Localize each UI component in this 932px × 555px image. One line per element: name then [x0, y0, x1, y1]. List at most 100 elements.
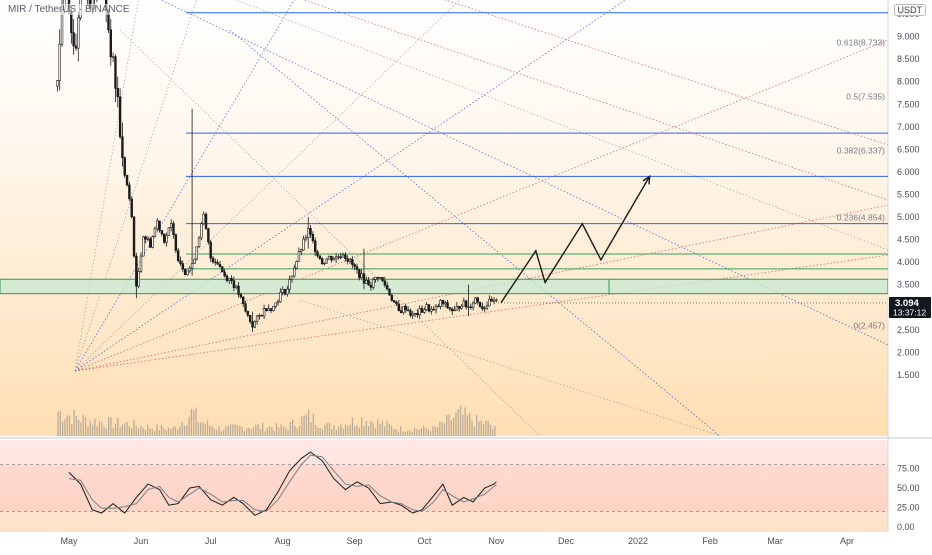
volume-bar	[250, 429, 252, 436]
volume-bar	[80, 422, 82, 436]
candle-body	[430, 308, 433, 312]
candle-body	[488, 298, 491, 307]
candle-body	[355, 266, 359, 270]
volume-bar	[319, 427, 321, 436]
volume-bar	[452, 417, 455, 436]
volume-bar	[423, 425, 425, 436]
price-tick-label: 2.500	[897, 325, 920, 335]
candle-body	[304, 237, 308, 240]
volume-bar	[236, 425, 239, 436]
candle-body	[390, 294, 394, 301]
volume-bar	[149, 428, 151, 436]
bar-countdown: 13:37:12	[893, 307, 926, 317]
fib-level-label: 0(2.457)	[853, 321, 885, 331]
volume-bar	[119, 427, 121, 436]
candle-body	[158, 220, 161, 231]
volume-bar	[413, 428, 416, 436]
volume-bar	[71, 424, 73, 436]
volume-bar	[310, 422, 312, 436]
candle-body	[58, 43, 61, 82]
candle-body	[288, 279, 291, 290]
fan-line	[444, 0, 888, 146]
volume-bar	[436, 426, 439, 436]
time-tick-label: Oct	[417, 536, 432, 546]
volume-bar	[98, 421, 101, 436]
volume-bar	[252, 427, 255, 436]
candle-body	[327, 255, 331, 260]
volume-bar	[381, 421, 383, 436]
volume-bar	[487, 420, 489, 436]
time-tick-label: May	[60, 536, 78, 546]
volume-bar	[475, 414, 478, 436]
candle-body	[295, 261, 298, 269]
volume-bar	[213, 428, 216, 436]
candle-body	[232, 280, 236, 288]
candle-body	[149, 238, 152, 248]
time-tick-label: Feb	[702, 536, 718, 546]
stochastic-oscillator	[0, 451, 888, 516]
candle-body	[334, 256, 338, 260]
fan-line	[74, 39, 888, 372]
candle-body	[346, 258, 349, 262]
candle-body	[165, 235, 168, 243]
forecast-arrowhead	[642, 175, 651, 185]
volume-bar	[241, 426, 243, 436]
main-pane-background	[0, 0, 888, 436]
volume-bar	[211, 426, 213, 436]
volume-bar	[314, 425, 317, 436]
volume-bar	[156, 424, 158, 436]
candle-body	[176, 250, 180, 262]
volume-bar	[262, 422, 264, 436]
volume-bar	[229, 424, 232, 436]
candle-body	[392, 300, 396, 303]
candle-body	[365, 280, 368, 284]
candle-body	[425, 304, 428, 311]
volume-bar	[78, 419, 80, 436]
volume-bar	[271, 427, 273, 436]
volume-bar	[446, 415, 448, 436]
volume-bar	[190, 408, 193, 436]
candle-body	[420, 308, 424, 313]
volume-bar	[494, 426, 496, 436]
volume-bar	[335, 429, 337, 436]
volume-bar	[354, 426, 356, 436]
volume-bar	[372, 422, 374, 436]
time-tick-label: Jun	[134, 536, 149, 546]
volume-bar	[285, 427, 287, 436]
volume-bar	[227, 425, 229, 436]
volume-bar	[114, 423, 117, 436]
time-tick-label: 2022	[628, 536, 648, 546]
volume-bar	[331, 429, 333, 436]
candle-body	[369, 284, 373, 288]
candle-body	[218, 263, 222, 268]
candle-body	[332, 258, 335, 261]
candle-body	[455, 306, 459, 311]
volume-bar	[167, 427, 170, 436]
volume-bar	[137, 428, 140, 436]
price-tick-label: 1.500	[897, 370, 920, 380]
candle-body	[469, 306, 473, 308]
volume-bar	[264, 431, 266, 436]
fib-level-label: 0.236(4.854)	[837, 213, 885, 223]
candle-body	[72, 32, 75, 47]
candle-body	[325, 258, 329, 264]
volume-bar	[400, 426, 402, 436]
volume-bar	[340, 423, 342, 436]
candle-body	[399, 310, 403, 314]
candle-body	[323, 262, 326, 265]
candle-body	[302, 238, 305, 251]
candle-body	[267, 308, 270, 312]
candle-body	[246, 310, 250, 316]
forecast-path	[500, 175, 651, 304]
candle-body	[281, 289, 284, 293]
volume-bar	[326, 422, 328, 436]
volume-bar	[266, 428, 268, 436]
volume-bar	[370, 421, 372, 436]
volume-bar	[243, 431, 245, 436]
symbol-label[interactable]: MIR / TetherUS · BINANCE	[6, 4, 132, 15]
candle-body	[411, 313, 414, 316]
volume-bar	[337, 426, 340, 436]
volume-bar	[176, 429, 179, 436]
currency-badge[interactable]: USDT	[893, 4, 926, 16]
